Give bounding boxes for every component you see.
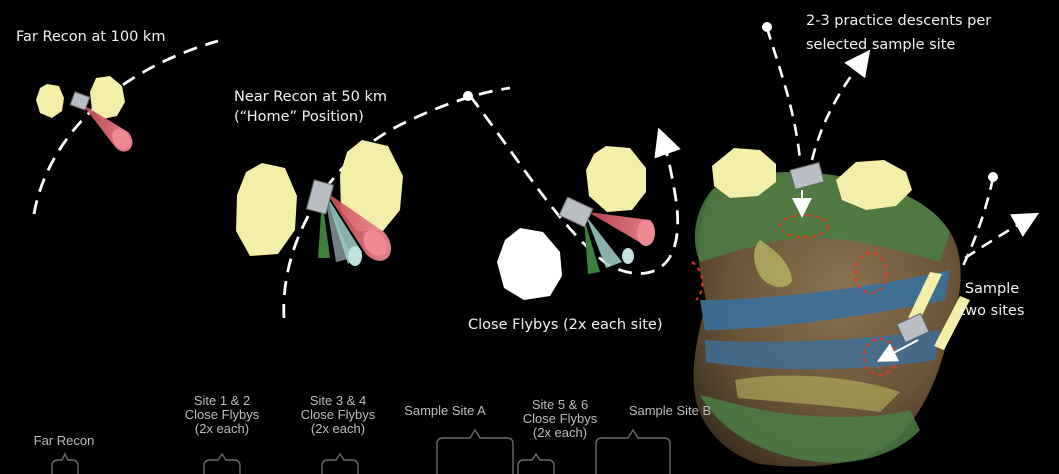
practice-descent-spacecraft <box>712 148 912 210</box>
timeline-site-1-2-line1: Site 1 & 2 <box>193 393 251 408</box>
timeline-site-1-2: Site 1 & 2 Close Flybys (2x each) <box>170 394 274 436</box>
sampling-spacecraft <box>896 272 970 350</box>
timeline-far-recon: Far Recon <box>33 433 95 448</box>
near-recon-spacecraft <box>236 140 403 266</box>
close-flyby-trajectory <box>468 95 681 275</box>
solar-panel-right <box>836 160 912 210</box>
near-recon-label-line1: Near Recon at 50 km <box>234 89 387 105</box>
near-recon-trajectory <box>282 86 511 319</box>
practice-descent-path <box>765 27 802 161</box>
sample-site-marker <box>779 214 829 238</box>
timeline-sample-site-b: Sample Site B <box>628 403 712 418</box>
solar-panel-left <box>36 84 64 118</box>
timeline-site-3-4-line3: (2x each) <box>310 421 366 436</box>
close-flyby-spacecraft <box>497 146 655 300</box>
timeline-site-5-6-line2: Close Flybys <box>522 411 598 426</box>
timeline-site-3-4: Site 3 & 4 Close Flybys (2x each) <box>286 394 390 436</box>
solar-panel-right <box>340 140 403 231</box>
close-flybys-label: Close Flybys (2x each site) <box>468 317 663 333</box>
far-recon-trajectory <box>32 39 219 215</box>
timeline-site-3-4-line2: Close Flybys <box>300 407 376 422</box>
timeline-site-5-6-line3: (2x each) <box>532 425 588 440</box>
sample-label-line1: Sample <box>964 281 1020 297</box>
solar-panel-left <box>236 163 297 256</box>
solar-panel-left <box>497 228 562 300</box>
sample-descent-path <box>958 177 995 273</box>
solar-panel-right <box>90 76 125 119</box>
solar-panel-left <box>712 148 776 198</box>
timeline-site-1-2-line3: (2x each) <box>194 421 250 436</box>
practice-descents-label-line2: selected sample site <box>806 37 956 53</box>
timeline-site-5-6: Site 5 & 6 Close Flybys (2x each) <box>512 398 608 440</box>
timeline-site-1-2-line2: Close Flybys <box>184 407 260 422</box>
timeline-site-5-6-line1: Site 5 & 6 <box>531 397 589 412</box>
timeline-braces <box>51 428 671 474</box>
far-recon-spacecraft <box>36 76 133 152</box>
solar-panel-left <box>908 272 942 320</box>
solar-panel-right <box>586 146 646 212</box>
sample-label-line2: two sites <box>959 303 1025 319</box>
practice-descents-label-line1: 2-3 practice descents per <box>806 13 992 29</box>
solar-panel-right <box>934 296 970 350</box>
near-recon-label-line2: (“Home” Position) <box>234 109 364 125</box>
sample-site-marker <box>854 252 888 294</box>
timeline-site-3-4-line1: Site 3 & 4 <box>309 393 367 408</box>
timeline-sample-site-a: Sample Site A <box>404 403 486 418</box>
sample-site-marker <box>691 261 704 301</box>
far-recon-label: Far Recon at 100 km <box>16 29 166 45</box>
